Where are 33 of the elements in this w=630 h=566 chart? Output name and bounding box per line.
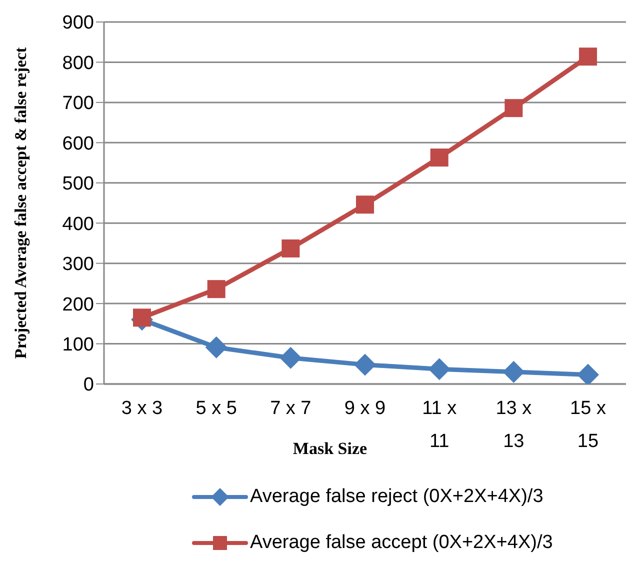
legend-label: Average false accept (0X+2X+4X)/3 <box>250 532 553 554</box>
point <box>205 336 228 358</box>
point <box>502 360 525 383</box>
point <box>280 346 302 369</box>
y-tick-label: 200 <box>62 294 94 316</box>
y-tick-label: 600 <box>62 133 94 154</box>
x-tick-label: 5 x 5 <box>196 398 237 419</box>
point <box>577 364 599 384</box>
y-tick-label: 900 <box>62 12 94 34</box>
y-axis-title: Projected Average false accept & false reject <box>10 46 30 359</box>
point <box>354 354 376 376</box>
x-tick-label: 13 x 13 <box>496 398 532 452</box>
y-tick-label: 400 <box>62 214 94 235</box>
point <box>579 48 597 66</box>
y-tick-label: 300 <box>62 254 94 276</box>
x-tick-label: 3 x 3 <box>121 398 163 419</box>
point <box>356 196 374 214</box>
y-tick-label: 0 <box>83 374 94 396</box>
x-axis-title: Mask Size <box>292 439 368 458</box>
x-tick-label: 11 x 11 <box>422 398 458 452</box>
point <box>207 280 226 298</box>
x-tick-label: 9 x 9 <box>344 398 386 419</box>
point <box>504 99 523 118</box>
point <box>430 148 448 167</box>
y-tick-label: 700 <box>62 93 94 114</box>
point <box>428 358 450 380</box>
x-tick-label: 15 x 15 <box>570 398 606 452</box>
point <box>282 239 300 258</box>
y-tick-label: 800 <box>62 52 94 74</box>
legend-label: Average false reject (0X+2X+4X)/3 <box>250 486 544 508</box>
y-tick-label: 500 <box>62 174 94 195</box>
x-tick-label: 7 x 7 <box>270 398 312 419</box>
y-tick-label: 100 <box>62 334 94 356</box>
